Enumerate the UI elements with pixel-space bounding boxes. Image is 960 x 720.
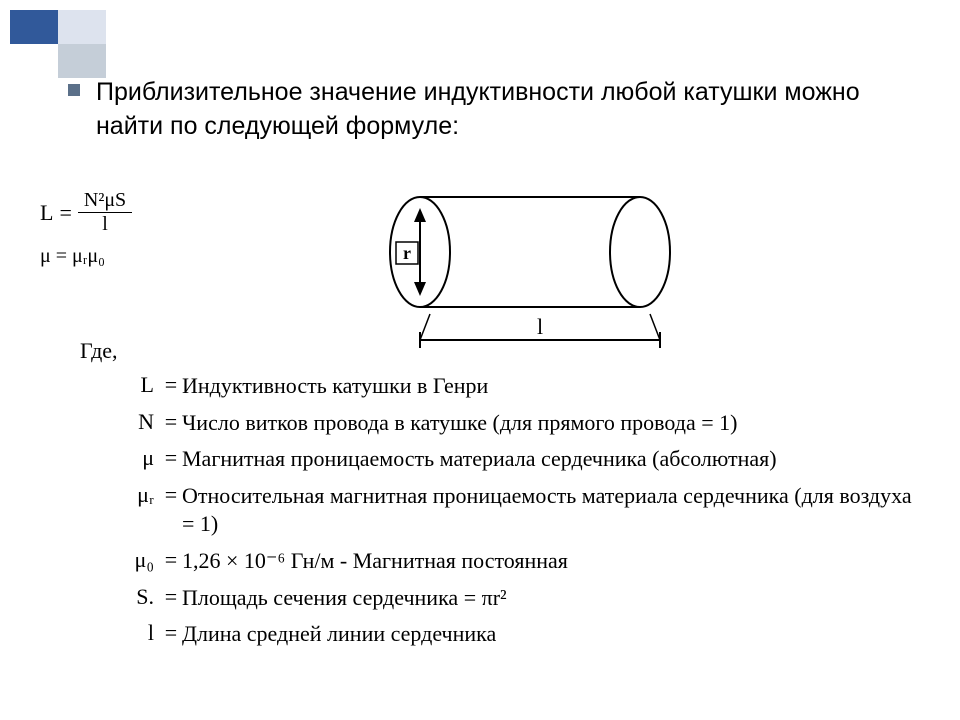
cylinder-diagram: r l [330,172,690,372]
definition-eq: = [160,372,182,398]
formula-mu-relation: μ = μᵣμ₀ [40,245,132,268]
definition-eq: = [160,547,182,573]
definition-row: N = Число витков провода в катушке (для … [118,409,920,438]
accent-square-light [58,10,106,44]
definition-symbol: μ₀ [118,547,160,573]
accent-square-blank [10,44,58,78]
accent-square-dark [10,10,58,44]
where-label: Где, [80,338,118,364]
formula-lhs: L [40,200,53,226]
bullet-icon [68,84,80,96]
definition-text: Магнитная проницаемость материала сердеч… [182,445,920,474]
formula-block: L = N²μS l μ = μᵣμ₀ [40,190,132,268]
definition-row: μ₀ = 1,26 × 10⁻⁶ Гн/м - Магнитная постоя… [118,547,920,576]
corner-accent [10,10,106,78]
definition-symbol: μ [118,445,160,471]
definition-text: 1,26 × 10⁻⁶ Гн/м - Магнитная постоянная [182,547,920,576]
definition-text: Площадь сечения сердечника = πr² [182,584,920,613]
definition-row: μ = Магнитная проницаемость материала се… [118,445,920,474]
definition-symbol: L [118,372,160,398]
definition-eq: = [160,620,182,646]
definition-row: L = Индуктивность катушки в Генри [118,372,920,401]
definition-row: l = Длина средней линии сердечника [118,620,920,649]
definition-eq: = [160,409,182,435]
definition-row: μᵣ = Относительная магнитная проницаемос… [118,482,920,539]
definitions-list: L = Индуктивность катушки в Генри N = Чи… [118,372,920,657]
svg-text:r: r [403,243,411,263]
svg-text:l: l [537,314,543,339]
definition-eq: = [160,584,182,610]
definition-row: S. = Площадь сечения сердечника = πr² [118,584,920,613]
definition-symbol: S. [118,584,160,610]
definition-symbol: N [118,409,160,435]
definition-eq: = [160,482,182,508]
definition-symbol: μᵣ [118,482,160,508]
definition-text: Относительная магнитная проницаемость ма… [182,482,920,539]
intro-text: Приблизительное значение индуктивности л… [96,76,900,144]
definition-text: Длина средней линии сердечника [182,620,920,649]
definition-text: Индуктивность катушки в Генри [182,372,920,401]
formula-fraction: N²μS l [78,190,132,235]
formula-main: L = N²μS l [40,190,132,235]
formula-numerator: N²μS [78,190,132,213]
definition-eq: = [160,445,182,471]
formula-eq: = [59,200,71,226]
definition-symbol: l [118,620,160,646]
formula-denominator: l [102,213,108,235]
definition-text: Число витков провода в катушке (для прям… [182,409,920,438]
accent-square-gray [58,44,106,78]
